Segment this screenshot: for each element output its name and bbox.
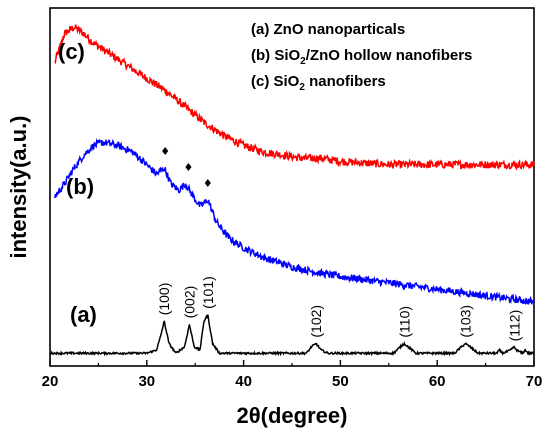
- x-tick-label: 30: [138, 373, 155, 390]
- peak-label: (100): [156, 283, 172, 316]
- x-tick-label: 20: [42, 373, 59, 390]
- peak-label: (102): [308, 305, 324, 338]
- legend-entry-c: (c) SiO2 nanofibers: [251, 73, 386, 93]
- curve-label-c: (c): [58, 39, 85, 64]
- y-axis-title: intensity(a.u.): [6, 115, 31, 258]
- legend-entry-b-prefix: (b) SiO: [251, 47, 300, 64]
- peak-label: (101): [200, 276, 216, 309]
- x-axis-ticks: 20 30 40 50 60 70: [42, 360, 543, 390]
- legend-entry-b-suffix: /ZnO hollow nanofibers: [306, 47, 473, 64]
- legend: (a) ZnO nanoparticals (b) SiO2/ZnO hollo…: [251, 21, 472, 93]
- legend-entry-b: (b) SiO2/ZnO hollow nanofibers: [251, 47, 472, 67]
- peak-labels: (100) (002) (101) (102) (110) (103) (112): [156, 276, 522, 341]
- diamond-marker: ♦: [203, 177, 213, 190]
- diamond-marker: ♦: [183, 161, 193, 174]
- legend-entry-c-suffix: nanofibers: [305, 73, 386, 90]
- curves: [49, 24, 535, 357]
- peak-label: (112): [507, 310, 523, 342]
- series-line-c: [54, 24, 535, 171]
- peak-label: (002): [181, 286, 197, 319]
- peak-label: (110): [396, 306, 412, 338]
- legend-entry-c-prefix: (c) SiO: [251, 73, 300, 90]
- peak-markers: ♦ ♦ ♦: [160, 145, 212, 190]
- x-axis-title: 2θ(degree): [237, 403, 348, 428]
- series-line-a: [49, 314, 535, 357]
- diamond-marker: ♦: [160, 145, 170, 158]
- legend-entry-a: (a) ZnO nanoparticals: [251, 21, 405, 38]
- legend-entry-b-sub: 2: [300, 56, 306, 67]
- x-tick-label: 60: [429, 373, 446, 390]
- curve-label-b: (b): [66, 174, 94, 199]
- x-tick-label: 50: [332, 373, 349, 390]
- x-tick-label: 40: [235, 373, 252, 390]
- curve-labels: (c) (b) (a): [58, 39, 97, 327]
- peak-label: (103): [457, 305, 473, 338]
- series-line-b: [54, 138, 535, 306]
- legend-entry-a-text: (a) ZnO nanoparticals: [251, 21, 405, 38]
- x-tick-label: 70: [526, 373, 543, 390]
- curve-label-a: (a): [70, 302, 97, 327]
- legend-entry-c-sub: 2: [299, 82, 305, 93]
